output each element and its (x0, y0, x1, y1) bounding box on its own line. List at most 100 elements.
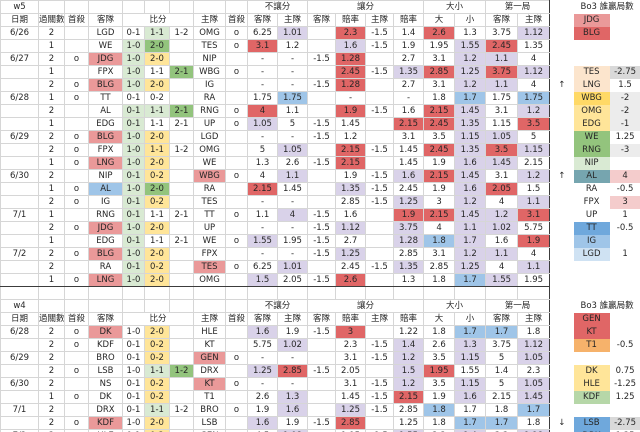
cell-home-team: TES (193, 39, 226, 53)
empty-cell (225, 286, 248, 300)
cell-date (0, 117, 39, 131)
empty-cell (247, 286, 278, 300)
cell-first-blood-home (225, 390, 248, 404)
cell-spread-away-odds: 1.9 (335, 169, 367, 183)
cell-over-odds: 2.15 (423, 208, 456, 222)
cell-game1-home-odds: 4 (517, 78, 551, 92)
cell-date (0, 364, 39, 378)
cell-score-game3 (169, 39, 194, 53)
cell-score-game1: 0-1 (122, 117, 145, 131)
cell-game1-away-odds: 1.1 (485, 52, 519, 66)
cell-game1-away-odds: 1.8 (485, 403, 519, 417)
cell-bo3-line: -3 (609, 143, 640, 157)
cell-score-game2: 1-1 (144, 26, 170, 40)
cell-moneyline-home: 1.45 (276, 182, 309, 196)
cell-bo3-team: GEN (573, 312, 610, 326)
cell-game1-away-odds: 1.55 (485, 273, 519, 287)
cell-bo3-line (609, 260, 640, 274)
cell-spread-home: -1.5 (365, 377, 395, 391)
cell-spread-away-odds: - (335, 91, 367, 105)
cell-under-odds: 1.2 (454, 78, 487, 92)
cell-trend-arrow (549, 234, 574, 248)
cell-away-team: WE (88, 39, 123, 53)
cell-away-team: AL (88, 104, 123, 118)
cell-trend-arrow (549, 377, 574, 391)
cell-game1-away-odds: 4 (485, 195, 519, 209)
cell-bo3-line (609, 52, 640, 66)
empty-cell (122, 0, 145, 14)
cell-bo3-team: OMG (573, 104, 610, 118)
group-header-bo3: Bo3 誰贏局數 (573, 299, 640, 313)
cell-game1-away-odds: 1.7 (485, 325, 519, 339)
cell-date (0, 234, 39, 248)
cell-first-blood-away: o (64, 364, 89, 378)
col-header-moneyline-home: 主隊 (276, 13, 309, 27)
cell-trend-arrow (549, 182, 574, 196)
cell-over-odds: 1.95 (423, 39, 456, 53)
empty-cell (144, 299, 170, 313)
cell-moneyline-away: 1.25 (247, 364, 278, 378)
cell-game1-home-odds: 2.3 (517, 364, 551, 378)
cell-game1-home-odds: 1.18 (517, 429, 551, 432)
col-header-game1-away: 客隊 (485, 13, 519, 27)
cell-first-blood-away (64, 104, 89, 118)
cell-first-blood-home (225, 325, 248, 339)
cell-score-game2: 0-2 (144, 91, 170, 105)
cell-game1-away-odds: 1.4 (485, 364, 519, 378)
cell-home-team: WE (193, 156, 226, 170)
cell-score-game3: 2-1 (169, 117, 194, 131)
cell-score-game2: 2-0 (144, 416, 170, 430)
cell-first-blood-away (64, 260, 89, 274)
cell-score-game2: 0-2 (144, 351, 170, 365)
cell-first-blood-home (225, 78, 248, 92)
cell-away-team: TT (88, 91, 123, 105)
cell-legs: 1 (38, 156, 65, 170)
cell-legs: 2 (38, 351, 65, 365)
cell-score-game2: 2-0 (144, 52, 170, 66)
cell-moneyline-away: 2.15 (247, 182, 278, 196)
cell-spread-home-odds: 2.7 (393, 52, 425, 66)
cell-bo3-team: AL (573, 169, 610, 183)
cell-home-team: LGD (193, 130, 226, 144)
cell-spread-home-odds: 3.75 (393, 221, 425, 235)
cell-home-team: OMG (193, 143, 226, 157)
cell-moneyline-home: - (276, 78, 309, 92)
cell-spread-home-odds: 1.9 (393, 208, 425, 222)
cell-moneyline-away: 6.25 (247, 26, 278, 40)
cell-moneyline-away: 1.5 (247, 273, 278, 287)
col-header-under: 小 (454, 312, 487, 326)
cell-spread-away-odds: 2.05 (335, 364, 367, 378)
cell-spread-home-odds: 1.3 (393, 273, 425, 287)
cell-score-game1: 0-1 (122, 104, 145, 118)
empty-cell (225, 0, 248, 14)
cell-bo3-team: DK (573, 364, 610, 378)
cell-spread-home (365, 78, 395, 92)
col-header-over: 大 (423, 13, 456, 27)
match-row: 1 EDG 0-1 1-1 2-1 UP o 1.05 5 -1.5 1.45 2.15 2.45 1.3… (0, 117, 640, 131)
cell-moneyline-away: 1.05 (247, 117, 278, 131)
cell-legs: 2 (38, 416, 65, 430)
cell-score-game3 (169, 351, 194, 365)
match-row: 6/29 2 o BLG 1-0 2-0 LGD - - -1.5 1.2 3.1 3.5 1.15 1.0… (0, 130, 640, 144)
col-header-spread-away: 客隊 (307, 13, 337, 27)
cell-first-blood-away: o (64, 195, 89, 209)
cell-spread-home-odds: 2.85 (393, 247, 425, 261)
col-header-first-blood-away: 首殺 (64, 13, 89, 27)
cell-away-team: BLG (88, 78, 123, 92)
match-row: 6/28 2 o DK 1-0 2-0 HLE 1.6 1.9 -1.5 3 1.22 1.8 1.7 1.… (0, 325, 640, 339)
cell-first-blood-home: o (225, 65, 248, 79)
cell-game1-away-odds: 3.75 (485, 338, 519, 352)
cell-game1-away-odds: 5 (485, 377, 519, 391)
match-row: 1 WE 1-0 2-0 TES o 3.1 1.2 1.6 -1.5 1.9 1.95 1.55 2.4… (0, 39, 640, 53)
table-label-w4: w4 (0, 299, 39, 313)
cell-game1-away-odds: 1.15 (485, 117, 519, 131)
cell-spread-away-odds: 1.25 (335, 247, 367, 261)
match-row: 2 AL 0-1 1-1 2-1 RNG o 4 1.1 1.9 -1.5 1.6 2.15 1.45 3.… (0, 104, 640, 118)
cell-date (0, 143, 39, 157)
cell-under-odds: 1.3 (454, 338, 487, 352)
cell-moneyline-home: 1.95 (276, 234, 309, 248)
cell-under-odds: 1.2 (454, 52, 487, 66)
cell-away-team: NS (88, 377, 123, 391)
match-row: 2 o FPX 1-0 1-1 1-2 OMG 5 1.05 2.15 -1.5 1.45 2.45 1.… (0, 143, 640, 157)
cell-over-odds: 1.95 (423, 364, 456, 378)
